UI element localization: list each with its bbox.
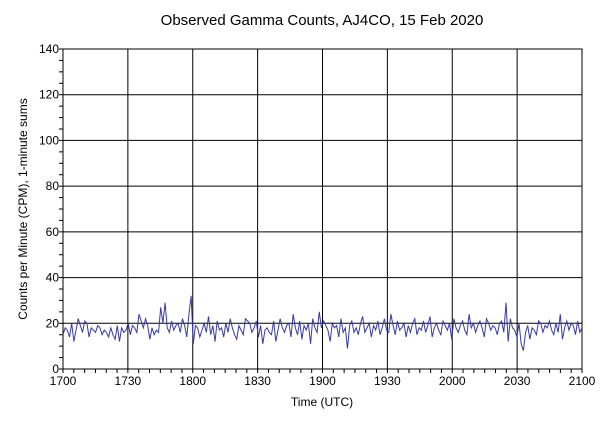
y-tick-label: 100 xyxy=(39,133,59,147)
x-tick-label: 1800 xyxy=(179,374,206,388)
y-axis-title: Counts per Minute (CPM), 1-minute sums xyxy=(16,98,30,319)
series-line xyxy=(62,295,583,351)
axis-ticks xyxy=(59,48,583,373)
y-tick-label: 80 xyxy=(46,179,60,193)
chart-title: Observed Gamma Counts, AJ4CO, 15 Feb 202… xyxy=(161,12,484,29)
x-axis-title: Time (UTC) xyxy=(291,395,353,409)
y-tick-label: 40 xyxy=(46,271,60,285)
y-tick-label: 140 xyxy=(39,42,59,56)
x-tick-label: 1900 xyxy=(309,374,336,388)
x-tick-labels: 1700 1730 1800 1830 1900 1930 2000 2030 2100 xyxy=(50,374,596,388)
x-tick-label: 2100 xyxy=(569,374,596,388)
x-tick-label: 1700 xyxy=(50,374,77,388)
x-tick-label: 2030 xyxy=(504,374,531,388)
y-tick-labels: 0 20 40 60 80 100 120 140 xyxy=(39,42,59,376)
y-tick-label: 120 xyxy=(39,88,59,102)
y-tick-label: 0 xyxy=(52,362,59,376)
x-tick-label: 1930 xyxy=(374,374,401,388)
x-tick-label: 1830 xyxy=(244,374,271,388)
y-tick-label: 20 xyxy=(46,316,60,330)
x-tick-label: 2000 xyxy=(439,374,466,388)
y-tick-label: 60 xyxy=(46,225,60,239)
x-tick-label: 1730 xyxy=(115,374,142,388)
